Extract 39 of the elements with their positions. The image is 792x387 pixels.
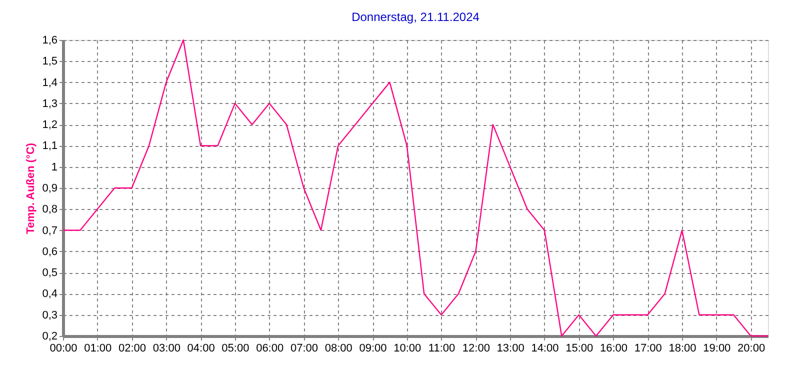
x-tick-label: 01:00 xyxy=(84,342,112,354)
x-tick-label: 10:00 xyxy=(394,342,422,354)
x-tick-label: 20:00 xyxy=(738,342,766,354)
x-tick-label: 04:00 xyxy=(187,342,215,354)
chart-title: Donnerstag, 21.11.2024 xyxy=(352,10,480,24)
x-tick-label: 06:00 xyxy=(256,342,284,354)
x-tick-label: 14:00 xyxy=(531,342,559,354)
y-tick-label: 0,5 xyxy=(42,267,58,280)
y-tick-label: 0,3 xyxy=(42,309,58,322)
x-tick-label: 05:00 xyxy=(222,342,250,354)
x-tick-label: 08:00 xyxy=(324,342,352,354)
x-tick-label: 16:00 xyxy=(600,342,628,354)
y-axis-title: Temp. Außen (°C) xyxy=(25,142,38,234)
x-tick-label: 09:00 xyxy=(359,342,387,354)
x-tick-label: 17:00 xyxy=(634,342,662,354)
x-tick-label: 02:00 xyxy=(118,342,146,354)
y-tick-label: 1 xyxy=(51,161,58,174)
x-tick-label: 15:00 xyxy=(566,342,594,354)
x-tick-label: 13:00 xyxy=(496,342,524,354)
x-tick-label: 19:00 xyxy=(703,342,731,354)
y-tick-label: 1,5 xyxy=(42,56,58,68)
x-tick-label: 00:00 xyxy=(50,342,78,354)
y-tick-label: 1,4 xyxy=(42,76,58,89)
x-tick-label: 11:00 xyxy=(428,342,456,354)
y-tick-label: 1,3 xyxy=(42,98,58,110)
line-series xyxy=(62,39,769,337)
y-tick-label: 0,8 xyxy=(42,204,58,216)
y-tick-label: 0,7 xyxy=(42,224,58,237)
y-tick-label: 0,9 xyxy=(42,182,58,194)
x-tick-label: 07:00 xyxy=(290,342,318,354)
y-tick-label: 1,1 xyxy=(42,140,58,152)
y-tick-label: 1,6 xyxy=(42,34,58,46)
x-tick-label: 18:00 xyxy=(668,342,696,354)
y-tick-label: 1,2 xyxy=(42,119,58,132)
y-tick-label: 0,4 xyxy=(42,288,58,300)
x-tick-label: 03:00 xyxy=(152,342,180,354)
y-tick-label: 0,2 xyxy=(42,330,58,342)
x-tick-label: 12:00 xyxy=(462,342,490,354)
y-tick-label: 0,6 xyxy=(42,246,58,258)
